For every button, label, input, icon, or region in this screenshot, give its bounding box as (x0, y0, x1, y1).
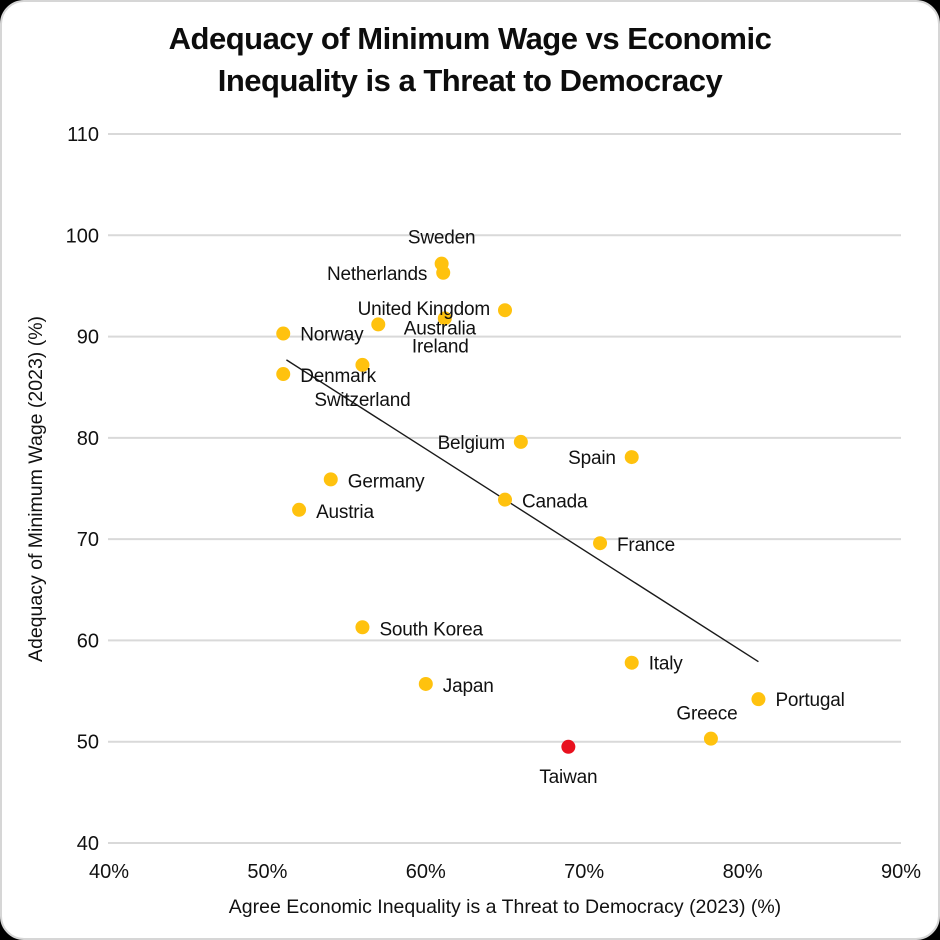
y-tick-50: 50 (77, 732, 99, 754)
y-tick-40: 40 (77, 833, 99, 855)
x-tick-60%: 60% (406, 861, 446, 883)
x-tick-40%: 40% (89, 861, 129, 883)
point-label-belgium: Belgium (438, 433, 505, 454)
point-label-portugal: Portugal (775, 690, 844, 711)
trend-line-group (286, 359, 759, 663)
point-label-germany: Germany (348, 471, 425, 492)
point-label-taiwan: Taiwan (539, 767, 597, 788)
point-label-canada: Canada (522, 492, 588, 513)
point-label-austria: Austria (316, 502, 374, 523)
data-point-switzerland (355, 357, 370, 372)
point-label-italy: Italy (649, 654, 684, 675)
x-tick-70%: 70% (564, 861, 604, 883)
y-tick-60: 60 (77, 630, 99, 652)
data-point-spain (624, 450, 639, 465)
y-tick-80: 80 (77, 428, 99, 450)
y-tick-110: 110 (67, 124, 99, 146)
data-point-norway (276, 326, 291, 341)
point-label-switzerland: Switzerland (314, 390, 410, 411)
point-label-norway: Norway (300, 325, 364, 346)
data-point-austria (292, 502, 307, 517)
data-point-taiwan (561, 739, 576, 754)
y-tick-100: 100 (66, 225, 99, 247)
gridlines (108, 133, 901, 844)
y-tick-70: 70 (77, 529, 99, 551)
x-axis-title: Agree Economic Inequality is a Threat to… (229, 896, 781, 918)
point-label-greece: Greece (676, 704, 737, 725)
y-tick-90: 90 (77, 327, 99, 349)
data-point-united-kingdom (498, 303, 512, 318)
data-point-netherlands (436, 265, 451, 280)
point-label-united-kingdom: United Kingdom (358, 299, 490, 320)
axis-ticks: 40 50 60 70 80 90 100 110 40% 50% 60% 70% 80% 90% (66, 124, 922, 883)
point-labels: Sweden Netherlands United KingdomAustralia… (300, 228, 845, 788)
data-point-denmark (276, 367, 291, 382)
point-label-south-korea: South Korea (379, 619, 483, 640)
data-point-belgium (513, 434, 528, 449)
point-label-spain: Spain (568, 448, 616, 469)
data-point-greece (703, 731, 718, 746)
data-point-canada (498, 492, 512, 507)
point-label-australia: Australia (404, 318, 477, 339)
point-label-netherlands: Netherlands (327, 264, 427, 285)
point-label-sweden: Sweden (408, 228, 475, 249)
data-point-portugal (751, 692, 766, 707)
x-tick-80%: 80% (723, 861, 763, 883)
data-point-italy (624, 655, 639, 670)
data-point-australia (437, 311, 452, 326)
data-point-south-korea (355, 620, 370, 635)
data-point-japan (418, 676, 433, 691)
chart-title: Adequacy of Minimum Wage vs Economic Ine… (2, 18, 938, 102)
trend-line (286, 359, 759, 663)
data-point-germany (323, 472, 338, 487)
x-tick-90%: 90% (881, 861, 921, 883)
point-label-denmark: Denmark (300, 366, 376, 387)
data-point-france (593, 536, 608, 551)
y-axis-title: Adequacy of Minimum Wage (2023) (%) (25, 316, 47, 662)
point-label-japan: Japan (443, 676, 494, 697)
point-label-france: France (617, 535, 675, 556)
x-tick-50%: 50% (247, 861, 287, 883)
point-label-ireland: Ireland (412, 336, 469, 357)
chart-title-line1: Adequacy of Minimum Wage vs Economic (168, 21, 772, 56)
data-points (276, 256, 766, 754)
chart-title-line2: Inequality is a Threat to Democracy (217, 63, 723, 98)
data-point-ireland (371, 317, 386, 332)
